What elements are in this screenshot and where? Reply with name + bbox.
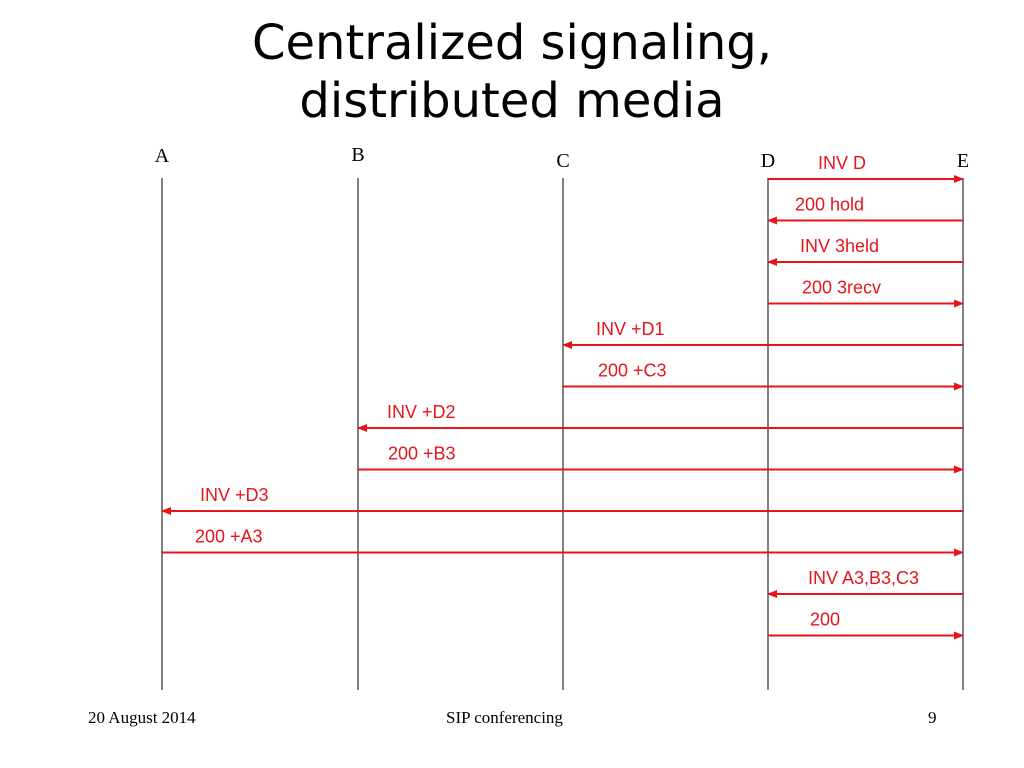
message-label: 200 +A3: [195, 527, 263, 547]
message: 200 +C3: [563, 361, 964, 391]
participant-label-d: D: [761, 150, 775, 172]
message-label: 200 +B3: [388, 444, 456, 464]
message-label: INV +D3: [200, 485, 269, 505]
message: INV 3held: [767, 236, 963, 266]
message: INV +D3: [161, 485, 963, 515]
slide-title: Centralized signaling, distributed media: [0, 14, 1024, 130]
participant-label-c: C: [556, 150, 569, 172]
message: 200 3recv: [768, 278, 964, 308]
participant-label-a: A: [155, 145, 170, 167]
message-label: INV A3,B3,C3: [808, 568, 919, 588]
message: 200 +B3: [358, 444, 964, 474]
message: INV D: [768, 153, 964, 183]
message: INV +D2: [357, 402, 963, 432]
messages: INV D 200 hold INV 3held 200 3recv INV +D1 20…: [161, 153, 964, 640]
participant-label-e: E: [957, 150, 969, 172]
footer-date: 20 August 2014: [88, 708, 196, 727]
slide-title-line-2: distributed media: [299, 73, 725, 129]
slide-title-line-1: Centralized signaling,: [251, 15, 773, 71]
message-label: INV D: [818, 153, 866, 173]
lifelines: A B C D E: [155, 144, 969, 690]
footer-title: SIP conferencing: [446, 708, 563, 727]
message-label: 200 +C3: [598, 361, 667, 381]
message: INV A3,B3,C3: [767, 568, 963, 598]
message: 200 hold: [767, 195, 963, 225]
message-label: INV +D1: [596, 319, 665, 339]
message-label: 200: [810, 610, 840, 630]
message-label: INV +D2: [387, 402, 456, 422]
message: INV +D1: [562, 319, 963, 349]
footer-page-number: 9: [928, 708, 937, 727]
message-label: INV 3held: [800, 236, 879, 256]
message: 200: [768, 610, 964, 640]
message-label: 200 3recv: [802, 278, 881, 298]
message: 200 +A3: [162, 527, 964, 557]
message-label: 200 hold: [795, 195, 864, 215]
participant-label-b: B: [351, 144, 364, 166]
